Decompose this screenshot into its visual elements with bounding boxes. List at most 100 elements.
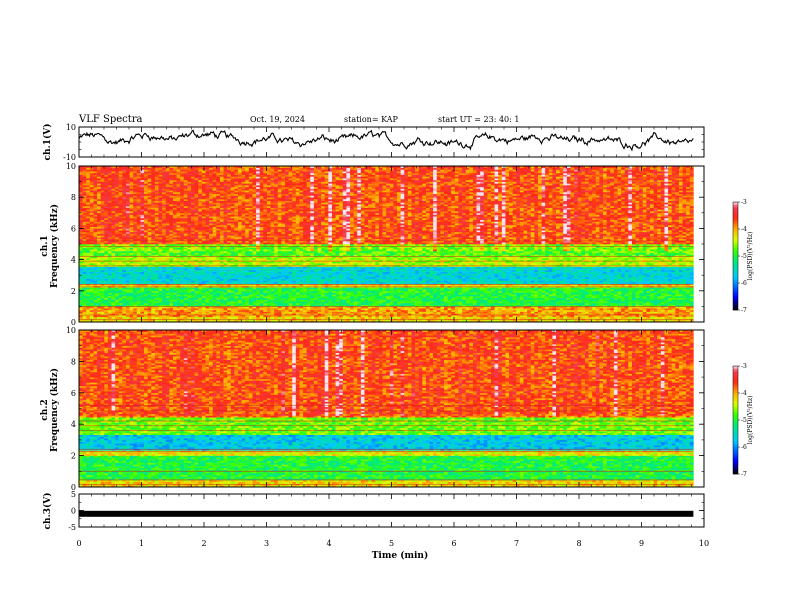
spectro-cell [83, 249, 87, 251]
spectro-cell [256, 289, 260, 291]
spectro-cell [122, 230, 126, 232]
spectro-cell [144, 232, 148, 234]
spectro-cell [249, 173, 253, 175]
spectro-cell [155, 317, 159, 319]
spectro-cell [101, 206, 105, 208]
spectro-cell [169, 208, 173, 210]
spectro-cell [155, 234, 159, 236]
spectro-cell [101, 310, 105, 312]
spectro-cell [151, 270, 155, 272]
spectro-cell [205, 211, 209, 213]
spectro-cell [227, 175, 231, 177]
spectro-cell [227, 201, 231, 203]
spectro-cell [86, 185, 90, 187]
spectro-cell [224, 221, 228, 223]
spectro-cell [115, 180, 119, 182]
spectro-cell [122, 215, 126, 217]
spectro-cell [159, 273, 163, 275]
spectro-cell [195, 308, 199, 310]
spectro-cell [173, 209, 177, 211]
spectro-cell [267, 237, 271, 239]
spectro-cell [216, 169, 220, 171]
spectro-cell [90, 242, 94, 244]
spectro-cell [133, 194, 137, 196]
spectro-cell [238, 308, 242, 310]
spectro-cell [162, 310, 166, 312]
spectro-cell [148, 312, 152, 314]
spectro-cell [224, 277, 228, 279]
spectro-cell [216, 197, 220, 199]
spectro-cell [133, 211, 137, 213]
spectro-cell [260, 261, 264, 263]
spectro-cell [169, 280, 173, 282]
spectro-cell [112, 173, 116, 175]
spectro-cell [119, 178, 123, 180]
spectro-cell [115, 291, 119, 293]
spectro-cell [112, 189, 116, 191]
spectro-cell [263, 180, 267, 182]
spectro-cell [79, 209, 83, 211]
spectro-cell [101, 289, 105, 291]
spectro-cell [231, 223, 235, 225]
spectro-cell [191, 279, 195, 281]
spectro-cell [209, 211, 213, 213]
spectro-cell [260, 209, 264, 211]
spectro-cell [234, 189, 238, 191]
spectro-cell [187, 287, 191, 289]
spectro-cell [101, 261, 105, 263]
spectro-cell [238, 185, 242, 187]
spectro-cell [169, 279, 173, 281]
spectro-cell [86, 225, 90, 227]
spectro-cell [242, 197, 246, 199]
spectro-cell [130, 242, 134, 244]
spectro-cell [151, 312, 155, 314]
spectro-cell [119, 228, 123, 230]
spectro-cell [166, 176, 170, 178]
spectro-cell [242, 294, 246, 296]
spectro-cell [104, 298, 108, 300]
spectro-cell [90, 312, 94, 314]
spectro-cell [112, 169, 116, 171]
spectro-cell [115, 298, 119, 300]
spectro-cell [177, 194, 181, 196]
spectro-cell [86, 199, 90, 201]
spectro-cell [216, 183, 220, 185]
spectro-cell [216, 230, 220, 232]
spectro-cell [104, 176, 108, 178]
spectro-cell [202, 287, 206, 289]
spectro-cell [122, 261, 126, 263]
spectro-cell [130, 225, 134, 227]
spectro-cell [93, 173, 97, 175]
spectro-cell [238, 317, 242, 319]
spectro-cell [83, 299, 87, 301]
spectro-cell [267, 282, 271, 284]
spectro-cell [108, 208, 112, 210]
spectro-cell [209, 312, 213, 314]
spectro-cell [271, 280, 275, 282]
spectro-cell [101, 294, 105, 296]
spectro-cell [115, 299, 119, 301]
spectro-cell [126, 310, 130, 312]
spectro-cell [97, 187, 101, 189]
spectro-cell [155, 289, 159, 291]
spectro-cell [267, 253, 271, 255]
spectro-cell [249, 261, 253, 263]
spectro-cell [205, 204, 209, 206]
spectro-cell [271, 221, 275, 223]
spectro-cell [220, 208, 224, 210]
spectro-cell [231, 204, 235, 206]
spectro-cell [202, 289, 206, 291]
spectro-cell [231, 208, 235, 210]
spectro-cell [148, 258, 152, 260]
spectro-cell [242, 216, 246, 218]
spectro-cell [101, 211, 105, 213]
spectro-cell [148, 263, 152, 265]
spectro-cell [252, 249, 256, 251]
spectro-cell [115, 199, 119, 201]
spectro-cell [86, 298, 90, 300]
spectro-cell [177, 190, 181, 192]
spectro-cell [242, 169, 246, 171]
spectro-cell [177, 235, 181, 237]
spectro-cell [245, 235, 249, 237]
spectro-cell [148, 296, 152, 298]
